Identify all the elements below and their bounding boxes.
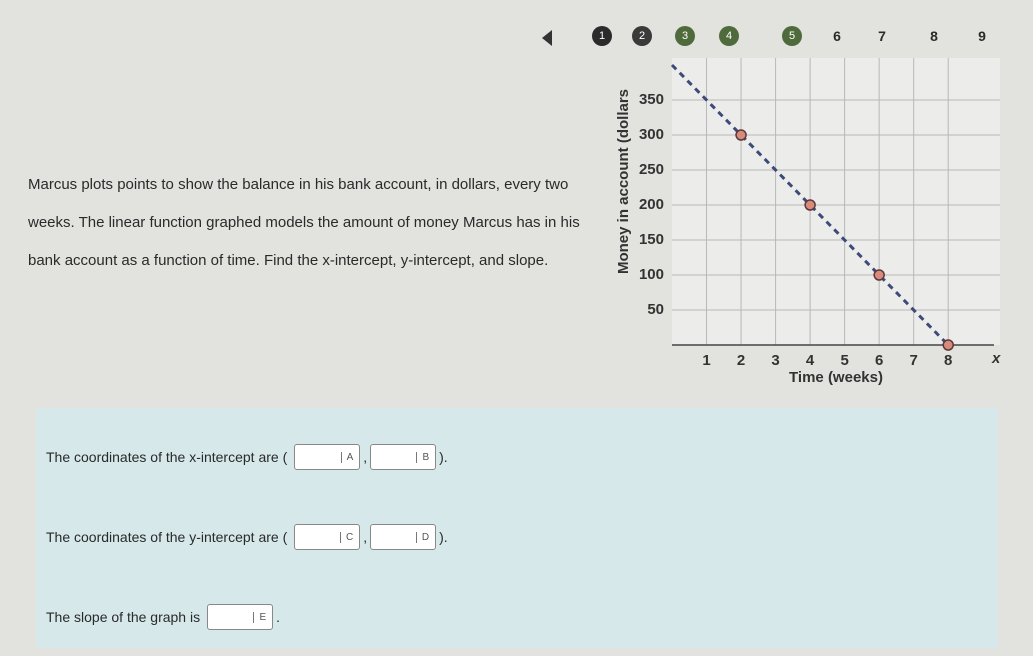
x-tick-label: 7	[910, 352, 918, 369]
answer-box[interactable]: E	[207, 604, 274, 630]
y-tick-label: 50	[647, 301, 664, 318]
x-tick-label: 1	[702, 352, 710, 369]
x-tick-label: 5	[840, 352, 848, 369]
graph: 50 100 150 200 250 300 350 1 2 3 4 5 6 7 8 x Time (weeks…	[615, 58, 1001, 386]
x-tick-label: 3	[771, 352, 779, 369]
data-point	[873, 269, 885, 281]
answer-panel: The coordinates of the x-intercept are (…	[36, 408, 998, 648]
suffix: ).	[439, 529, 448, 545]
y-tick-label: 150	[639, 231, 664, 248]
y-tick-label: 250	[639, 161, 664, 178]
separator: ,	[363, 449, 368, 465]
question-text: Marcus plots points to show the balance …	[28, 176, 580, 269]
plot-area	[672, 58, 1000, 345]
box-label: A	[340, 451, 353, 463]
back-arrow[interactable]	[542, 30, 552, 46]
x-tick-label: 4	[806, 352, 815, 369]
data-point	[735, 129, 747, 141]
answer-row: The coordinates of the y-intercept are (…	[46, 524, 448, 550]
y-tick-label: 350	[639, 91, 664, 108]
box-label: C	[340, 531, 353, 543]
y-tick-label: 200	[639, 196, 664, 213]
box-label: D	[415, 531, 429, 543]
step[interactable]: 1	[592, 26, 612, 46]
step[interactable]: 2	[632, 26, 652, 46]
x-axis-title: Time (weeks)	[789, 369, 883, 386]
x-tick-label: 2	[737, 352, 745, 369]
step[interactable]: 3	[675, 26, 695, 46]
step[interactable]: 4	[719, 26, 739, 46]
x-tick-label: 8	[944, 352, 952, 369]
step[interactable]: 7	[878, 28, 886, 44]
answer-row: The slope of the graph is E.	[46, 604, 280, 630]
prompt: The slope of the graph is	[46, 609, 201, 625]
y-tick-label: 100	[639, 266, 664, 283]
suffix: .	[276, 609, 280, 625]
step[interactable]: 8	[930, 28, 938, 44]
step[interactable]: 6	[833, 28, 841, 44]
answer-box[interactable]: C	[294, 524, 361, 550]
data-point	[942, 339, 954, 351]
step[interactable]: 5	[782, 26, 802, 46]
y-tick-label: 300	[639, 126, 664, 143]
data-point	[804, 199, 816, 211]
answer-box[interactable]: D	[370, 524, 437, 550]
box-label: B	[416, 451, 429, 463]
prompt: The coordinates of the y-intercept are (	[46, 529, 288, 545]
y-axis-title: Money in account (dollars	[615, 89, 632, 274]
suffix: ).	[439, 449, 448, 465]
answer-box[interactable]: B	[370, 444, 437, 470]
answer-row: The coordinates of the x-intercept are (…	[46, 444, 448, 470]
step[interactable]: 9	[978, 28, 986, 44]
separator: ,	[363, 529, 368, 545]
answer-box[interactable]: A	[294, 444, 361, 470]
x-tick-label: 6	[875, 352, 883, 369]
x-axis-symbol: x	[991, 350, 1001, 367]
box-label: E	[253, 611, 266, 623]
prompt: The coordinates of the x-intercept are (	[46, 449, 288, 465]
